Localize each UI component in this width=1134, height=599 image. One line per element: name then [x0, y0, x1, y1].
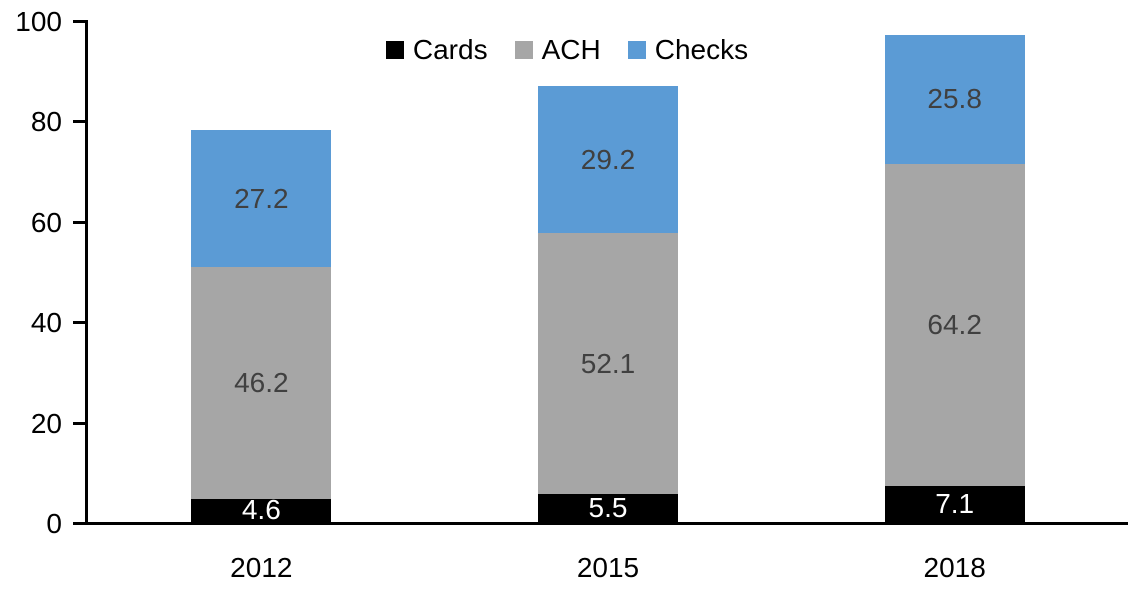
y-axis-tick	[73, 120, 85, 124]
bar-segment-cards-2012: 4.6	[191, 494, 332, 525]
bar-segment-ach-2018: 64.2	[884, 164, 1025, 487]
y-axis-tick-label: 20	[30, 407, 62, 439]
data-label-checks-2015: 29.2	[580, 143, 636, 175]
y-axis-tick	[73, 220, 85, 224]
data-label-ach-2012: 46.2	[234, 366, 289, 398]
y-axis-tick-label: 80	[30, 106, 62, 138]
y-axis-tick	[73, 522, 85, 525]
x-axis-line	[85, 522, 1128, 525]
legend-swatch-ach	[514, 41, 533, 59]
legend-label: Cards	[412, 34, 488, 65]
data-label-cards-2012: 4.6	[241, 494, 281, 526]
y-axis-tick-label: 0	[46, 508, 62, 539]
legend-label: ACH	[541, 34, 601, 65]
y-axis-tick	[73, 321, 85, 325]
legend-label: Checks	[654, 34, 749, 65]
x-axis-label-2015: 2015	[576, 552, 640, 583]
bar-segment-ach-2015: 52.1	[538, 232, 678, 495]
chart-legend: Cards ACH Checks	[0, 34, 1134, 66]
data-label-checks-2018: 25.8	[927, 83, 982, 115]
bar-segment-checks-2012: 27.2	[191, 130, 332, 267]
legend-item-ach: ACH	[514, 34, 601, 66]
legend-swatch-checks	[627, 41, 646, 59]
data-label-ach-2018: 64.2	[927, 309, 982, 341]
bar-segment-checks-2018: 25.8	[884, 34, 1025, 165]
y-axis-line	[85, 20, 88, 525]
data-label-checks-2012: 27.2	[234, 182, 289, 214]
y-axis-tick-label: 100	[15, 6, 62, 37]
x-axis-label-2012: 2012	[230, 552, 293, 583]
bar-segment-cards-2015: 5.5	[538, 492, 678, 524]
x-axis-label-2018: 2018	[923, 552, 986, 583]
legend-swatch-cards	[385, 41, 404, 59]
bar-segment-checks-2015: 29.2	[538, 86, 678, 233]
y-axis-tick	[73, 421, 85, 425]
bar-segment-cards-2018: 7.1	[884, 486, 1025, 522]
legend-item-cards: Cards	[385, 34, 488, 66]
legend-item-checks: Checks	[627, 34, 749, 66]
data-label-ach-2015: 52.1	[580, 347, 636, 379]
y-axis-tick-label: 40	[30, 307, 62, 339]
data-label-cards-2018: 7.1	[935, 488, 975, 520]
data-label-cards-2015: 5.5	[588, 492, 628, 524]
y-axis-tick	[73, 20, 85, 23]
bar-segment-ach-2012: 46.2	[191, 266, 332, 499]
y-axis-tick-label: 60	[30, 206, 62, 238]
